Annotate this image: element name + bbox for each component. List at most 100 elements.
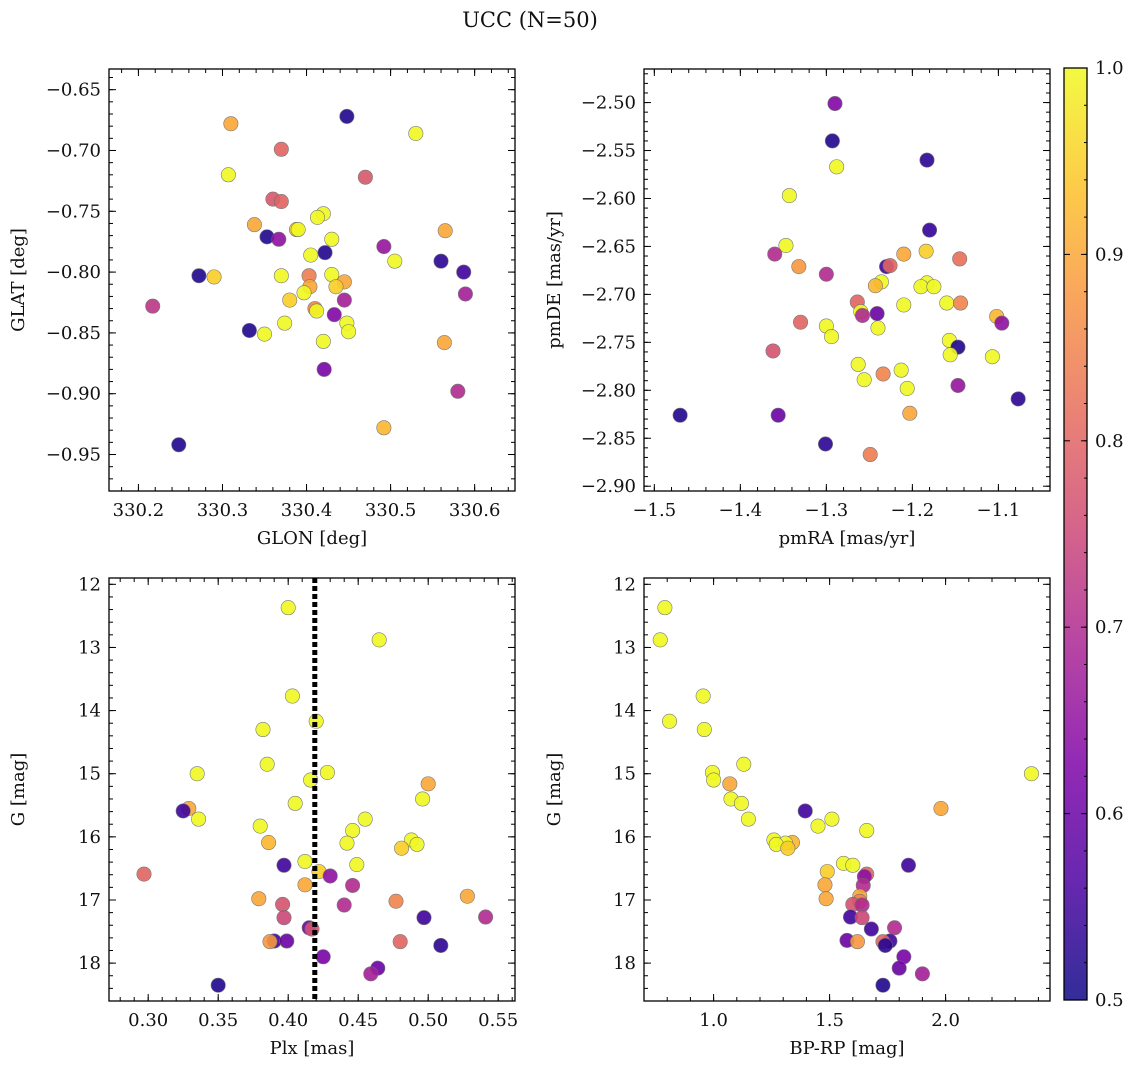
data-point — [309, 209, 325, 225]
data-point — [345, 823, 361, 839]
y-axis-label: G [mag] — [8, 753, 29, 826]
data-point — [926, 279, 942, 295]
data-point — [870, 320, 886, 336]
data-point — [409, 836, 425, 852]
data-point — [818, 891, 834, 907]
data-point — [765, 343, 781, 359]
x-tick-label: 1.5 — [815, 1010, 844, 1031]
data-point — [893, 362, 909, 378]
data-point — [1010, 391, 1026, 407]
y-tick-label: 18 — [78, 953, 101, 974]
data-point — [849, 934, 865, 950]
data-point — [950, 377, 966, 393]
x-tick-label: 1.0 — [699, 1010, 728, 1031]
data-point — [206, 269, 222, 285]
x-tick-label: 330.6 — [449, 500, 501, 521]
colorbar-tick-label: 0.8 — [1095, 431, 1124, 452]
data-point — [322, 868, 338, 884]
data-point — [387, 253, 403, 269]
data-point — [303, 772, 319, 788]
data-point — [171, 437, 187, 453]
x-axis-label: GLON [deg] — [257, 528, 367, 549]
y-tick-label: −2.50 — [581, 93, 636, 114]
ticks: −1.5 −1.4 −1.3 −1.2 −1.1 −2.50 −2.55 −2.60 −2.65… — [581, 69, 1051, 521]
y-tick-label: −2.60 — [581, 188, 636, 209]
data-point — [296, 285, 312, 301]
data-point — [220, 167, 236, 183]
data-point — [780, 840, 796, 856]
data-point — [862, 447, 878, 463]
x-tick-label: 0.45 — [338, 1010, 378, 1031]
data-point — [875, 366, 891, 382]
data-point — [252, 818, 268, 834]
y-tick-label: 12 — [78, 574, 101, 595]
colorbar-tick-label: 0.7 — [1095, 617, 1124, 638]
y-tick-label: 13 — [613, 637, 636, 658]
data-point — [251, 891, 267, 907]
y-tick-label: −2.70 — [581, 284, 636, 305]
y-tick-label: −2.80 — [581, 380, 636, 401]
data-point — [875, 977, 891, 993]
data-point — [262, 934, 278, 950]
data-point — [770, 407, 786, 423]
data-point — [778, 237, 794, 253]
colorbar-gradient — [1064, 68, 1087, 1000]
data-point — [867, 278, 883, 294]
data-point — [280, 600, 296, 616]
data-point — [740, 811, 756, 827]
data-point — [273, 194, 289, 210]
data-point — [290, 222, 306, 238]
data-point — [145, 298, 161, 314]
x-tick-label: 0.50 — [408, 1010, 448, 1031]
data-point — [279, 933, 295, 949]
data-point — [662, 713, 678, 729]
data-point — [273, 268, 289, 284]
data-point — [856, 372, 872, 388]
data-point — [324, 231, 340, 247]
ticks: 0.30 0.35 0.40 0.45 0.50 0.55 12 13 14 15 16 17 18 — [78, 574, 518, 1031]
y-tick-label: 16 — [613, 827, 636, 848]
data-point — [793, 314, 809, 330]
data-point — [952, 251, 968, 267]
y-axis-label: G [mag] — [544, 753, 565, 826]
data-point — [276, 910, 292, 926]
y-tick-label: 15 — [613, 764, 636, 785]
data-point — [339, 835, 355, 851]
x-axis-label: BP-RP [mag] — [789, 1038, 904, 1059]
y-axis-label: pmDE [mas/yr] — [544, 211, 565, 349]
data-point — [869, 306, 885, 322]
data-point — [316, 361, 332, 377]
y-tick-label: 16 — [78, 827, 101, 848]
data-point — [781, 188, 797, 204]
data-point — [433, 253, 449, 269]
data-point — [797, 803, 813, 819]
data-point — [791, 259, 807, 275]
y-tick-label: 12 — [613, 574, 636, 595]
data-point — [437, 223, 453, 239]
data-point — [854, 910, 870, 926]
data-point — [257, 326, 273, 342]
data-point — [854, 307, 870, 323]
data-point — [994, 315, 1010, 331]
data-point — [933, 800, 949, 816]
data-point — [277, 315, 293, 331]
data-point — [942, 347, 958, 363]
data-point — [877, 937, 893, 953]
data-point — [271, 231, 287, 247]
data-point — [191, 811, 207, 827]
y-tick-label: −2.55 — [581, 141, 636, 162]
data-point — [695, 688, 711, 704]
data-point — [276, 857, 292, 873]
data-point — [913, 279, 929, 295]
data-point — [914, 966, 930, 982]
data-point — [394, 840, 410, 856]
points — [136, 600, 494, 993]
data-point — [457, 286, 473, 302]
data-point — [810, 818, 826, 834]
data-point — [657, 600, 673, 616]
data-point — [303, 247, 319, 263]
points — [145, 108, 473, 453]
data-point — [416, 910, 432, 926]
ticks: 330.2 330.3 330.4 330.5 330.6 −0.65 −0.70 −0.75… — [46, 69, 515, 521]
data-point — [459, 888, 475, 904]
